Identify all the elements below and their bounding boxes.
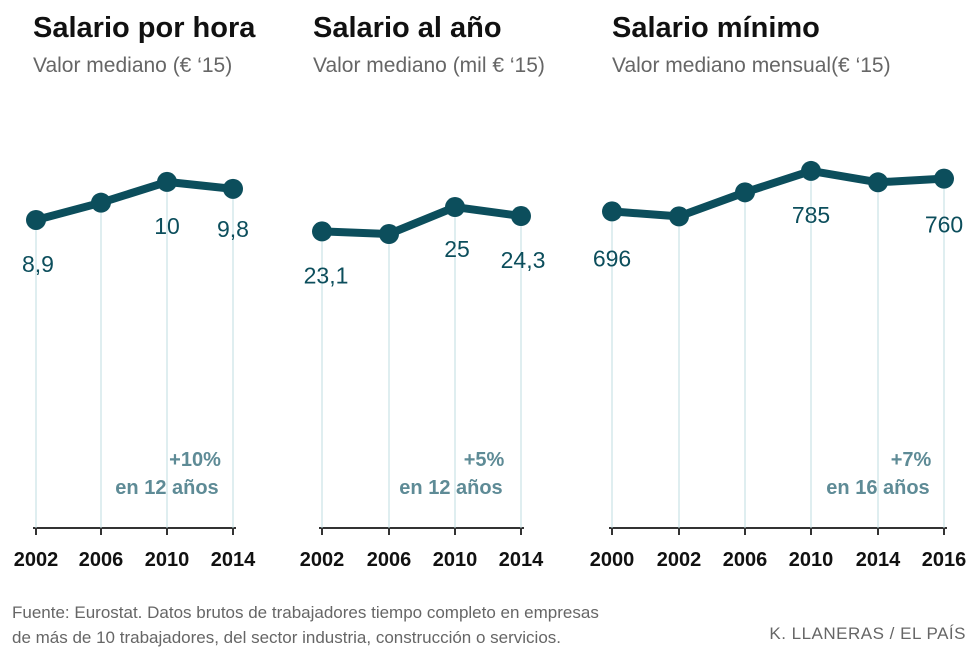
source-note: Fuente: Eurostat. Datos brutos de trabaj… xyxy=(12,600,599,650)
data-point xyxy=(312,221,332,242)
data-point xyxy=(801,160,821,181)
x-tick-label: 2002 xyxy=(14,549,59,571)
data-label: 24,3 xyxy=(501,247,546,273)
x-tick-label: 2006 xyxy=(367,549,412,571)
data-point xyxy=(445,197,465,218)
x-tick-label: 2016 xyxy=(922,549,967,571)
change-annotation-period: en 12 años xyxy=(399,477,502,499)
data-label: 8,9 xyxy=(22,251,54,277)
data-point xyxy=(602,201,622,222)
panel-2-plot: 2002 2006 2010 2014 23,1 25 24,3 +5% en 12 años xyxy=(300,197,546,571)
x-tick-label: 2014 xyxy=(211,549,256,571)
change-annotation: +10% xyxy=(169,449,221,471)
change-annotation-period: en 16 años xyxy=(826,477,929,499)
x-tick-label: 2014 xyxy=(856,549,901,571)
x-tick-label: 2006 xyxy=(79,549,124,571)
panel-1-plot: 2002 2006 2010 2014 8,9 10 9,8 +10% en 12 años xyxy=(14,171,256,571)
x-tick-label: 2006 xyxy=(723,549,768,571)
data-point xyxy=(26,209,46,230)
panel-1-title: Salario por hora xyxy=(33,12,256,44)
data-label: 696 xyxy=(593,245,631,271)
x-tick-label: 2000 xyxy=(590,549,635,571)
data-label: 25 xyxy=(444,236,470,262)
change-annotation: +5% xyxy=(464,449,505,471)
data-label: 10 xyxy=(154,213,180,239)
source-note-line-2: de más de 10 trabajadores, del sector in… xyxy=(12,628,561,647)
data-point xyxy=(157,171,177,192)
author-credit: K. LLANERAS / EL PAÍS xyxy=(769,624,966,643)
x-tick-label: 2010 xyxy=(789,549,834,571)
panel-2-title: Salario al año xyxy=(313,12,502,44)
source-note-line-1: Fuente: Eurostat. Datos brutos de trabaj… xyxy=(12,603,599,622)
x-tick-label: 2002 xyxy=(300,549,345,571)
x-tick-label: 2010 xyxy=(433,549,478,571)
data-point xyxy=(379,223,399,244)
panel-3-subtitle: Valor mediano mensual(€ ‘15) xyxy=(612,54,891,77)
data-label: 23,1 xyxy=(304,262,349,288)
data-point xyxy=(735,182,755,203)
x-tick-label: 2010 xyxy=(145,549,190,571)
panel-2-subtitle: Valor mediano (mil € ‘15) xyxy=(313,54,545,77)
data-point xyxy=(511,206,531,227)
x-tick-label: 2014 xyxy=(499,549,544,571)
data-point xyxy=(868,172,888,193)
x-tick-label: 2002 xyxy=(657,549,702,571)
series-line xyxy=(32,177,237,224)
series-line xyxy=(318,203,525,238)
panel-3-title: Salario mínimo xyxy=(612,12,820,44)
change-annotation: +7% xyxy=(891,449,932,471)
panel-1-subtitle: Valor mediano (€ ‘15) xyxy=(33,54,233,77)
data-point xyxy=(934,168,954,189)
panel-3-plot: 2000 2002 2006 2010 2014 2016 696 785 760 +7% en 1… xyxy=(590,160,967,571)
data-point xyxy=(223,178,243,199)
data-label: 760 xyxy=(925,212,963,238)
series-line xyxy=(608,166,948,221)
data-point xyxy=(91,192,111,213)
change-annotation-period: en 12 años xyxy=(115,477,218,499)
data-label: 9,8 xyxy=(217,216,249,242)
data-label: 785 xyxy=(792,202,830,228)
data-point xyxy=(669,206,689,227)
